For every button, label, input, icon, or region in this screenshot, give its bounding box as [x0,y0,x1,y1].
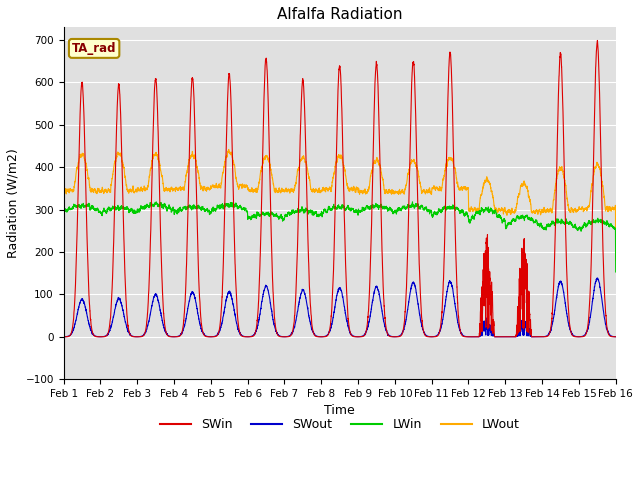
X-axis label: Time: Time [324,405,355,418]
SWout [321,334,329,339]
LWin [408,199,416,205]
Line: LWin: LWin [63,202,616,272]
SWout [465,334,472,340]
SWout [589,299,596,304]
LWout [463,185,471,191]
Line: LWout: LWout [63,149,616,261]
Legend: SWin, SWout, LWin, LWout: SWin, SWout, LWin, LWout [155,413,525,436]
SWin [479,279,486,285]
SWout [594,275,602,281]
LWout [248,188,255,193]
SWin [593,37,601,43]
LWout [612,258,620,264]
LWin [247,216,255,222]
SWin [612,334,620,340]
SWin [582,332,589,337]
SWin [589,206,596,212]
LWin [321,206,329,212]
LWin [582,224,589,229]
LWin [612,269,620,275]
SWout [612,334,620,340]
LWout [582,205,589,211]
SWin [463,334,471,340]
SWin [321,334,329,339]
LWin [60,210,67,216]
SWout [582,330,589,336]
SWout [463,334,471,339]
LWout [321,187,329,193]
SWin [60,334,67,340]
SWin [491,334,499,340]
SWout [60,334,67,340]
Text: TA_rad: TA_rad [72,42,116,55]
LWin [479,207,486,213]
SWin [247,334,255,339]
LWout [60,185,67,191]
SWout [479,325,486,331]
LWin [589,220,596,226]
SWout [247,334,255,339]
Y-axis label: Radiation (W/m2): Radiation (W/m2) [7,148,20,258]
Title: Alfalfa Radiation: Alfalfa Radiation [277,7,403,22]
Line: SWin: SWin [63,40,616,337]
LWout [479,186,486,192]
LWin [463,211,471,216]
Line: SWout: SWout [63,278,616,337]
LWout [589,182,596,188]
LWout [225,146,232,152]
